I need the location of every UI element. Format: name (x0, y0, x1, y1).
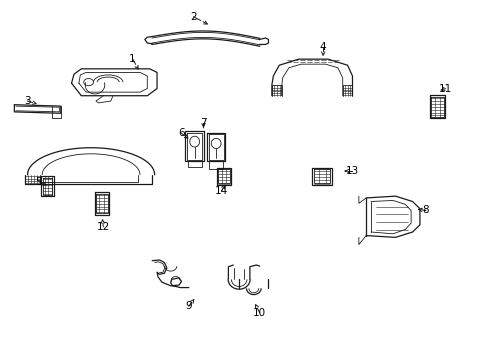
Text: 13: 13 (346, 166, 359, 176)
Text: 6: 6 (178, 129, 185, 138)
Text: 7: 7 (200, 118, 207, 128)
Text: 1: 1 (129, 54, 136, 64)
Text: 4: 4 (320, 42, 326, 52)
Text: 8: 8 (422, 206, 429, 216)
Text: 3: 3 (24, 96, 31, 106)
Text: 14: 14 (215, 186, 228, 196)
Text: 2: 2 (191, 12, 197, 22)
Text: 12: 12 (97, 222, 110, 231)
Text: 11: 11 (439, 84, 452, 94)
Text: 10: 10 (253, 308, 266, 318)
Text: 9: 9 (186, 301, 192, 311)
Text: 5: 5 (35, 177, 42, 187)
